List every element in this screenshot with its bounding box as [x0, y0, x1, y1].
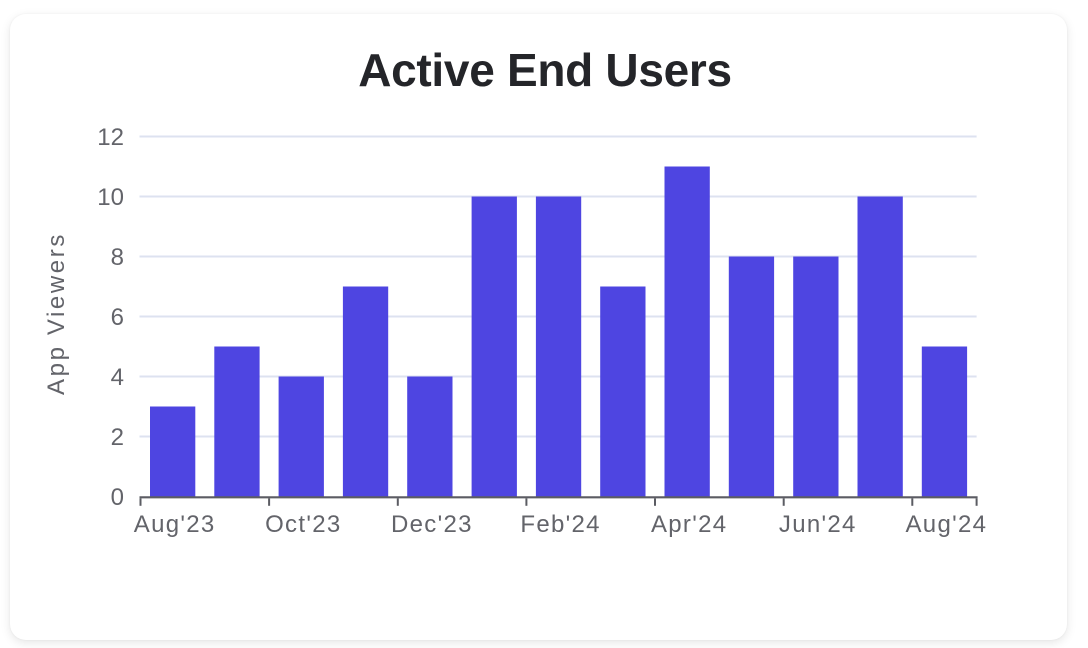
svg-text:App Viewers: App Viewers — [43, 232, 70, 395]
svg-text:Aug'24: Aug'24 — [906, 511, 988, 538]
svg-text:12: 12 — [97, 124, 124, 151]
svg-text:Apr'24: Apr'24 — [651, 511, 727, 538]
svg-text:Dec'23: Dec'23 — [391, 511, 473, 538]
svg-text:4: 4 — [111, 364, 124, 391]
svg-text:0: 0 — [111, 484, 124, 511]
svg-text:Oct'23: Oct'23 — [265, 511, 341, 538]
svg-text:6: 6 — [111, 304, 124, 331]
svg-text:2: 2 — [111, 424, 124, 451]
svg-text:Jun'24: Jun'24 — [779, 511, 857, 538]
svg-text:Active End Users: Active End Users — [358, 44, 732, 96]
svg-text:Feb'24: Feb'24 — [520, 511, 600, 538]
svg-text:10: 10 — [97, 184, 124, 211]
svg-text:8: 8 — [111, 244, 124, 271]
svg-text:Aug'23: Aug'23 — [134, 511, 216, 538]
